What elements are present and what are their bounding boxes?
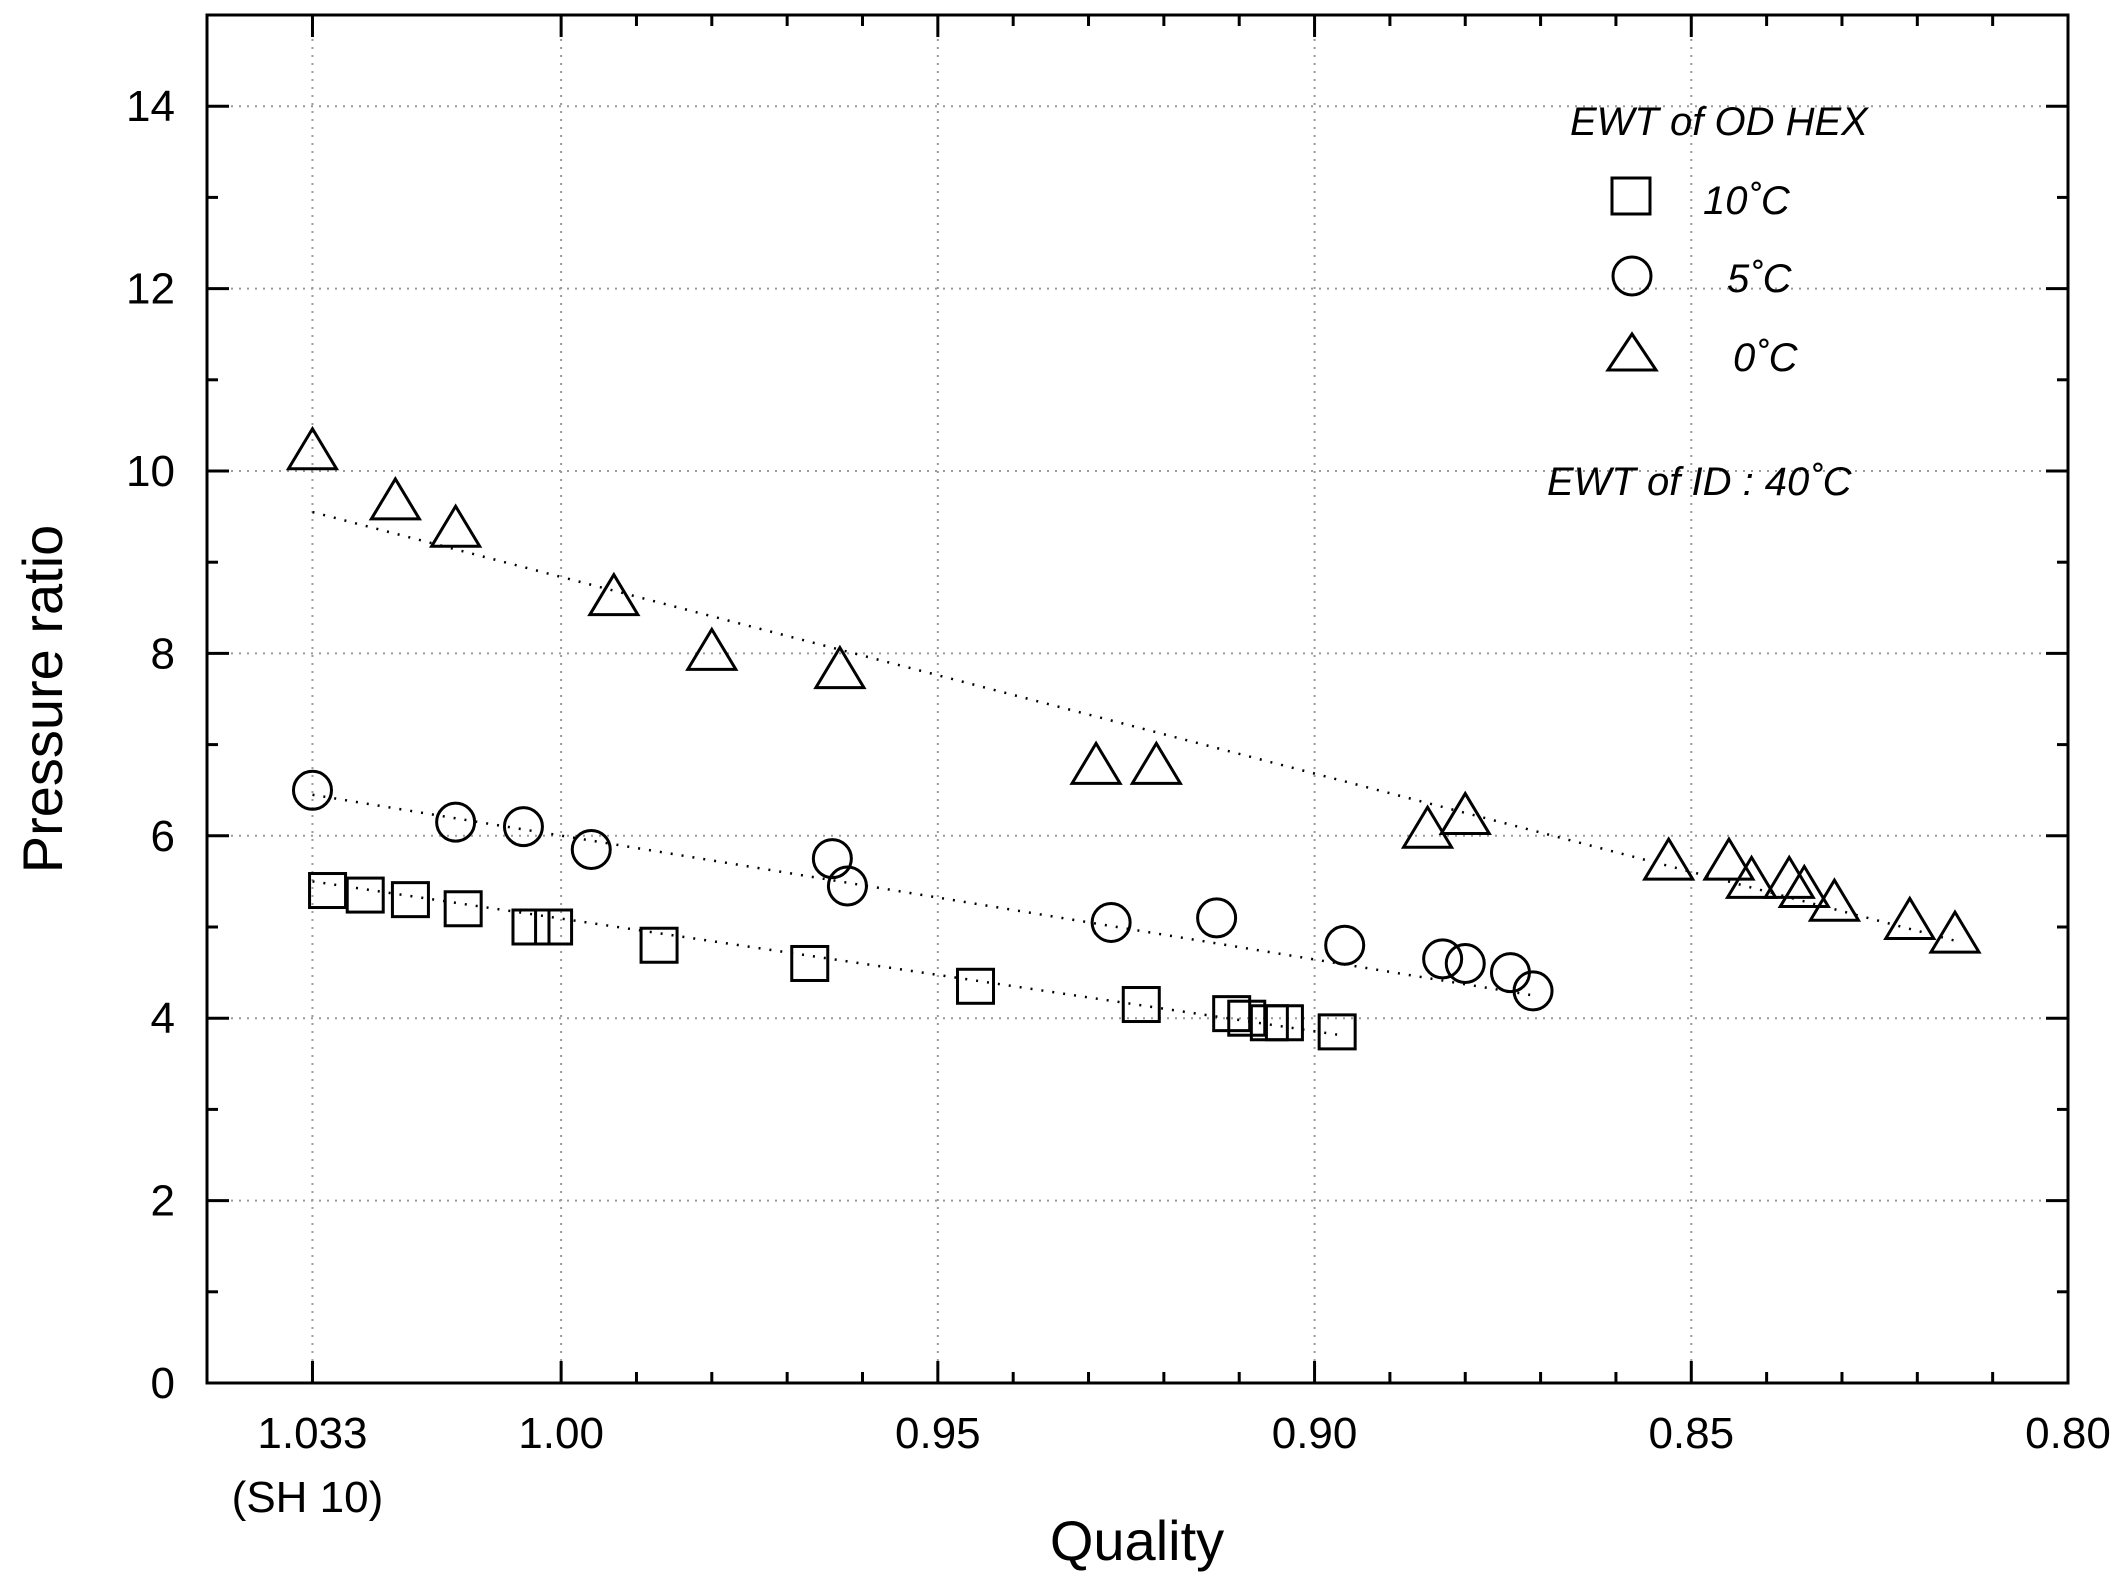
triangle-data-point xyxy=(1883,895,1937,940)
circle-data-point xyxy=(826,865,868,907)
square-data-point xyxy=(390,881,430,919)
legend-label-0c: 0˚C xyxy=(1733,336,1799,380)
square-data-point xyxy=(1212,995,1252,1033)
circle-series-fit-line xyxy=(312,793,1534,997)
triangle-data-point xyxy=(813,644,867,690)
y-tick-label: 8 xyxy=(151,629,175,678)
square-series-fit-line xyxy=(312,880,1338,1036)
square-data-point xyxy=(345,876,385,914)
circle-data-point xyxy=(811,838,853,880)
square-data-point xyxy=(790,944,830,982)
circle-data-point xyxy=(1444,942,1486,984)
triangle-data-point xyxy=(1400,804,1455,849)
circle-data-point xyxy=(435,801,477,843)
legend-triangle-marker xyxy=(1605,331,1659,372)
y-tick-label: 14 xyxy=(126,82,175,131)
legend: EWT of OD HEX 10˚C 5˚C 0˚C EWT of ID : 4… xyxy=(1547,100,1869,504)
x-axis-title: Quality xyxy=(1050,1509,1224,1572)
circle-data-point xyxy=(1422,938,1464,980)
circle-data-point xyxy=(1196,897,1238,939)
triangle-data-point xyxy=(1928,909,1982,954)
triangle-data-point xyxy=(428,503,483,548)
triangle-data-point xyxy=(1777,863,1831,909)
x-tick-label: 0.80 xyxy=(2025,1409,2111,1458)
square-data-point xyxy=(1264,1004,1304,1042)
y-tick-label: 12 xyxy=(126,265,175,314)
plot-frame xyxy=(205,13,2070,1385)
x-tick-label: 0.95 xyxy=(895,1409,981,1458)
square-data-point xyxy=(639,926,679,964)
circle-data-point xyxy=(570,828,612,870)
x-tick-sublabel: (SH 10) xyxy=(232,1473,384,1522)
triangle-data-point xyxy=(368,476,423,521)
triangle-series-fit-line xyxy=(312,510,1956,942)
fit-lines xyxy=(312,510,1956,1036)
square-data-point xyxy=(443,890,483,928)
y-tick-label: 10 xyxy=(126,447,175,496)
y-tick-label: 4 xyxy=(151,994,175,1043)
square-data-point xyxy=(1121,986,1161,1024)
triangle-data-point xyxy=(1762,854,1816,899)
circle-data-point xyxy=(291,769,333,811)
legend-label-10c: 10˚C xyxy=(1703,179,1791,223)
circle-data-point xyxy=(1512,970,1554,1012)
triangle-data-point xyxy=(285,425,340,471)
legend-circle-marker xyxy=(1611,255,1653,297)
triangle-data-point xyxy=(1642,836,1696,881)
triangle-data-point xyxy=(685,626,739,671)
circle-data-point xyxy=(1324,924,1366,966)
triangle-data-point xyxy=(1129,740,1183,785)
x-tick-label: 0.85 xyxy=(1648,1409,1734,1458)
circle-data-point xyxy=(502,806,544,848)
legend-note: EWT of ID : 40˚C xyxy=(1547,460,1853,504)
square-data-point xyxy=(511,908,551,946)
y-tick-label: 2 xyxy=(151,1177,175,1226)
axis-ticks xyxy=(207,15,2070,1385)
triangle-data-point xyxy=(587,571,641,617)
legend-label-5c: 5˚C xyxy=(1727,257,1793,301)
data-points xyxy=(285,425,1982,1051)
legend-title: EWT of OD HEX xyxy=(1570,100,1869,144)
triangle-data-point xyxy=(1807,877,1862,922)
tick-labels: 1.033 (SH 10) 1.00 0.95 0.90 0.85 0.80 0 2 4 6 8 10 1… xyxy=(126,82,2111,1522)
y-tick-label: 6 xyxy=(151,812,175,861)
triangle-data-point xyxy=(1069,740,1123,785)
square-data-point xyxy=(1227,999,1267,1037)
square-data-point xyxy=(534,908,574,946)
circle-data-point xyxy=(1090,901,1132,943)
triangle-data-point xyxy=(1438,790,1492,836)
y-tick-label: 0 xyxy=(151,1359,175,1408)
square-data-point xyxy=(956,967,996,1005)
y-axis-title: Pressure ratio xyxy=(11,525,74,874)
x-tick-label: 1.033 xyxy=(257,1409,367,1458)
triangle-data-point xyxy=(1702,836,1756,881)
triangle-data-point xyxy=(1724,854,1779,899)
x-tick-label: 1.00 xyxy=(518,1409,604,1458)
square-data-point xyxy=(308,872,348,910)
legend-square-marker xyxy=(1610,176,1652,216)
square-data-point xyxy=(1317,1013,1357,1051)
x-tick-label: 0.90 xyxy=(1272,1409,1358,1458)
